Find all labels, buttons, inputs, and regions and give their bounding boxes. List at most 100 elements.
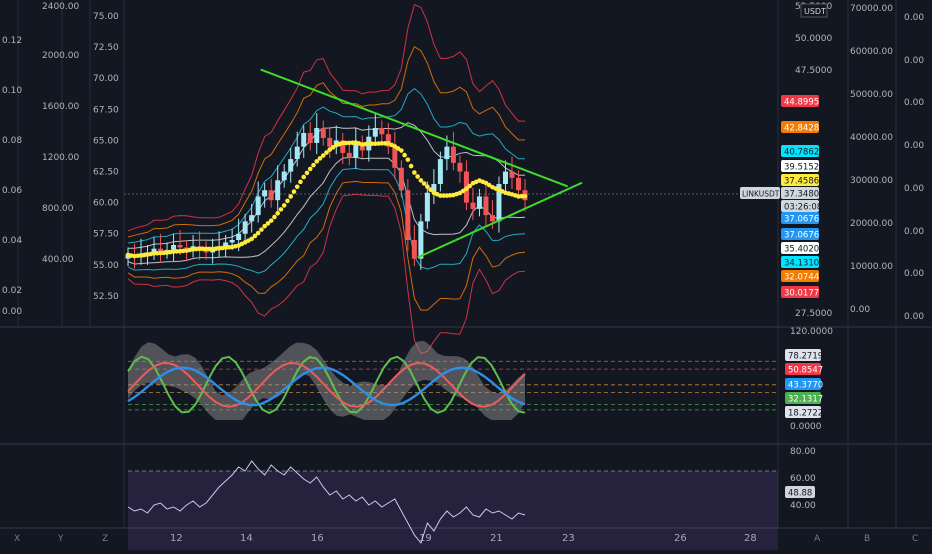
price-label: 34.1310: [781, 256, 819, 269]
candle-body: [411, 239, 417, 259]
candles: [125, 113, 528, 270]
right2-tick: 40000.00: [850, 133, 893, 143]
left-tick: 0.02: [2, 286, 22, 296]
candle-body: [327, 137, 333, 147]
left-tick: 0.12: [2, 36, 22, 46]
x-tick-23: 23: [562, 533, 575, 544]
price-tick: 57.50: [93, 230, 119, 240]
average-dot: [464, 186, 469, 192]
trendline-1: [417, 181, 583, 259]
candle-body: [457, 162, 463, 172]
far-right-tick: 0.00: [904, 141, 924, 151]
second-band-upper: [127, 45, 526, 238]
price-label-bg: [781, 95, 819, 107]
price-label: 32.0744: [781, 270, 819, 283]
candle-body: [294, 146, 300, 160]
price-tick: 67.50: [93, 105, 119, 115]
candle-body: [392, 146, 398, 168]
rsi-label-bg: [785, 486, 815, 498]
average-dot: [249, 236, 254, 242]
candle-body: [470, 202, 476, 209]
candle-body: [502, 171, 508, 184]
candle-body: [515, 177, 521, 191]
average-dot: [200, 246, 206, 252]
candle-body: [353, 142, 359, 158]
average-dot: [343, 140, 349, 146]
osc-label: 50.8547: [785, 363, 823, 376]
candle-body: [496, 183, 502, 222]
quote-badge-box: [800, 3, 828, 18]
osc-label-bg: [785, 363, 821, 375]
osc-label: 78.2719: [785, 349, 823, 362]
rsi-tick: 80.00: [790, 447, 816, 457]
average-dot: [350, 140, 355, 146]
rsi-tick: 60.00: [790, 474, 816, 484]
trendline-0: [260, 68, 569, 188]
candle-body: [450, 146, 456, 163]
average-dot: [259, 227, 264, 232]
left-tick: 0.08: [2, 136, 22, 146]
average-dot: [314, 159, 320, 164]
price-label-bg: [781, 256, 819, 268]
price-label: 44.8995: [781, 95, 819, 108]
far-left-tick: 1600.00: [42, 102, 79, 112]
average-dot: [425, 184, 430, 189]
candle-body: [307, 132, 313, 143]
candle-body: [340, 140, 346, 153]
price-tick: 70.00: [93, 74, 119, 84]
price-label: 37.0676: [781, 228, 819, 241]
average-dot: [317, 156, 323, 161]
average-dot: [412, 170, 417, 175]
price-label-text: 40.7862: [784, 148, 819, 158]
left-tick: 0.10: [2, 86, 22, 96]
candle-body: [424, 192, 430, 222]
bottom-letter: Y: [57, 534, 64, 544]
price-tick: 55.00: [93, 261, 119, 271]
quote-badge: USDT: [800, 3, 828, 18]
average-dot: [272, 214, 277, 220]
osc-label: 43.3770: [785, 378, 823, 391]
x-tick-21: 21: [490, 533, 503, 544]
rsi-line: [127, 460, 526, 545]
osc-label: 18.2722: [785, 406, 823, 419]
price-tick: 60.00: [93, 199, 119, 209]
osc-tick: 120.0000: [790, 327, 833, 337]
average-dot: [519, 193, 525, 199]
x-tick-12: 12: [170, 533, 183, 544]
candle-body: [320, 127, 326, 138]
average-dot: [516, 194, 521, 199]
average-dot: [311, 162, 316, 168]
candle-body: [262, 190, 268, 197]
average-dot: [288, 194, 294, 199]
price-tick: 75.00: [93, 12, 119, 22]
price-label: 37.4586: [781, 174, 819, 187]
price-tick: 65.00: [93, 136, 119, 146]
price-label-bg: [781, 174, 819, 186]
rsi-label-text: 48.88: [788, 489, 812, 499]
average-dot: [298, 179, 303, 185]
osc-label-text: 18.2722: [788, 409, 823, 419]
price-label-text: 37.0676: [784, 231, 819, 241]
far-left-tick: 1200.00: [42, 153, 79, 163]
symbol-badge: LINKUSDT: [740, 187, 780, 199]
average-dot: [373, 141, 378, 147]
rsi-tick: 40.00: [790, 501, 816, 511]
osc-series-blue: [127, 366, 526, 407]
quote-badge-text: USDT: [804, 7, 826, 16]
bottom-letter: A: [814, 534, 821, 544]
candle-body: [242, 221, 248, 234]
right-tick: 27.5000: [795, 309, 832, 319]
left-tick: 0.04: [2, 236, 22, 246]
candle-body: [385, 134, 391, 147]
price-label-bg: [781, 242, 819, 254]
candle-body: [151, 248, 157, 253]
price-label-bg: [781, 145, 819, 157]
price-label-text: 42.8428: [784, 124, 819, 134]
candle-body: [177, 244, 183, 248]
average-dot: [262, 223, 267, 229]
candle-body: [301, 132, 307, 147]
average-dot: [340, 140, 346, 146]
osc-label-text: 78.2719: [788, 352, 823, 362]
